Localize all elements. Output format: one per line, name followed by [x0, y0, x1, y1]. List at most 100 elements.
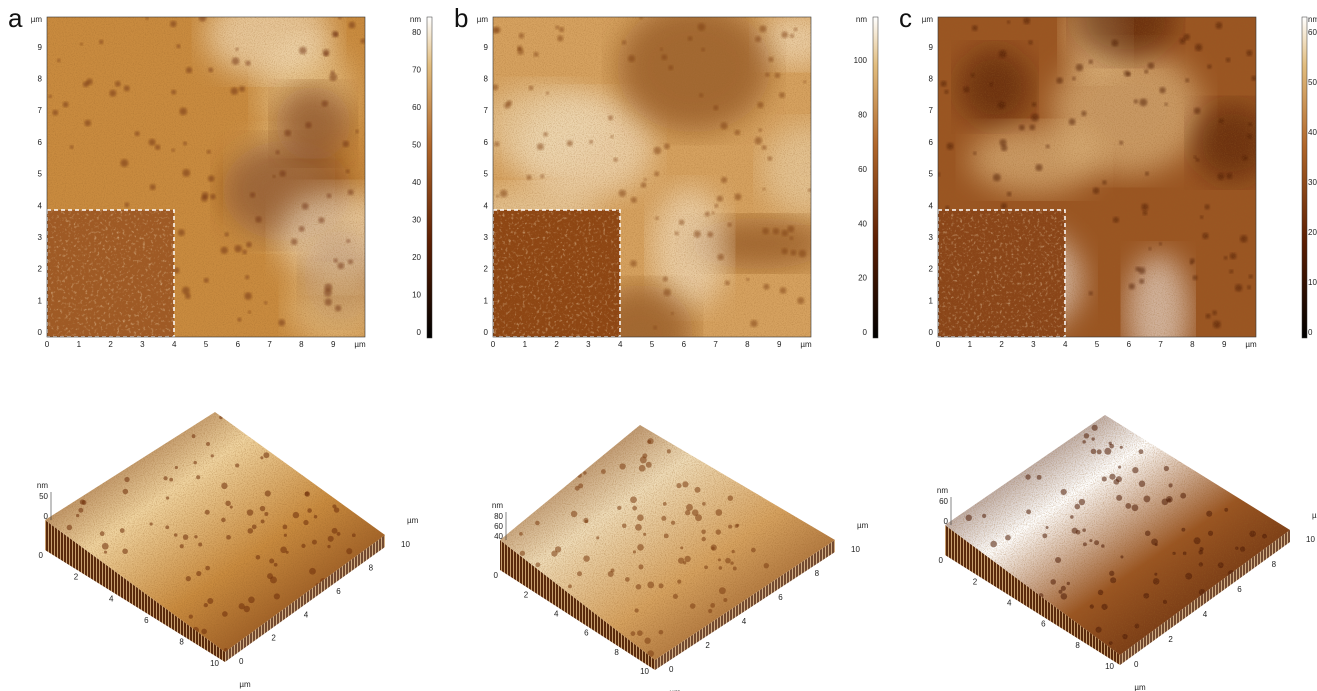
y-tick-label: 2: [929, 265, 934, 274]
surface-y-tick-label: 10: [210, 659, 219, 668]
colorbar-tick-label: 60: [1308, 28, 1317, 37]
surface-y-tick-label: 6: [144, 616, 149, 625]
colorbar-tick-label: 40: [858, 219, 867, 228]
inset-texture: [938, 210, 1065, 337]
y-tick-label: 7: [484, 106, 489, 115]
surface-x-tick-label: 2: [705, 641, 710, 650]
surface-x-tick-label: 4: [304, 610, 309, 619]
colorbar-unit: nm: [410, 15, 421, 24]
surface-texture: [945, 415, 1290, 655]
x-tick-label: 0: [936, 340, 941, 349]
surface-texture: [500, 425, 835, 660]
y-tick-label: 4: [38, 201, 43, 210]
surface-y-tick-label: 2: [524, 590, 529, 599]
surface-y-tick-label: 4: [1007, 599, 1012, 608]
x-tick-label: 8: [1190, 340, 1195, 349]
figure: a0123456789µm0123456789µm010203040506070…: [0, 0, 1317, 691]
surface-z-tick-label: 0: [44, 512, 49, 521]
y-tick-label: 4: [929, 201, 934, 210]
y-tick-label: 3: [484, 233, 489, 242]
panel-label: c: [899, 3, 912, 33]
surface-y-tick-label: 8: [1075, 641, 1080, 650]
x-unit: µm: [1245, 340, 1257, 349]
x-tick-label: 9: [777, 340, 782, 349]
panel-label: a: [8, 3, 23, 33]
x-tick-label: 5: [650, 340, 655, 349]
y-tick-label: 0: [38, 328, 43, 337]
surface-z-tick-label: 50: [39, 492, 48, 501]
colorbar-unit: nm: [1308, 15, 1317, 24]
y-tick-label: 5: [38, 170, 43, 179]
texture: [45, 412, 385, 652]
colorbar-tick-label: 70: [412, 66, 421, 75]
colorbar-tick-label: 80: [412, 28, 421, 37]
colorbar-tick-label: 20: [858, 274, 867, 283]
colorbar-unit: nm: [856, 15, 867, 24]
surface-y-tick-label: 0: [39, 551, 44, 560]
colorbar: [873, 17, 878, 338]
x-tick-label: 3: [140, 340, 145, 349]
surface-y-unit: µm: [239, 680, 251, 689]
x-tick-label: 0: [491, 340, 496, 349]
surface-y-tick-label: 8: [614, 648, 619, 657]
colorbar-tick-label: 40: [412, 178, 421, 187]
y-tick-label: 8: [929, 75, 934, 84]
x-tick-label: 0: [45, 340, 50, 349]
inset-texture: [47, 210, 174, 337]
y-tick-label: 6: [38, 138, 43, 147]
colorbar-tick-label: 0: [863, 328, 868, 337]
x-tick-label: 9: [331, 340, 336, 349]
surface-y-tick-label: 8: [179, 638, 184, 647]
afm-image: [870, 0, 1272, 379]
texture: [945, 415, 1290, 655]
x-tick-label: 3: [1031, 340, 1036, 349]
surface-x-tick-label: 8: [1272, 560, 1277, 569]
surface-x-tick-label: 8: [369, 564, 374, 573]
x-tick-label: 7: [267, 340, 272, 349]
y-tick-label: 1: [484, 296, 489, 305]
surface-x-tick-label: 10: [851, 545, 860, 554]
x-tick-label: 2: [108, 340, 113, 349]
surface-y-unit: µm: [1134, 683, 1146, 691]
afm-image: [462, 2, 850, 379]
y-unit: µm: [922, 15, 934, 24]
x-tick-label: 4: [618, 340, 623, 349]
x-tick-label: 9: [1222, 340, 1227, 349]
y-unit: µm: [477, 15, 489, 24]
colorbar-tick-label: 80: [858, 111, 867, 120]
x-tick-label: 4: [1063, 340, 1068, 349]
colorbar: [427, 17, 432, 338]
surface-y-tick-label: 0: [494, 571, 499, 580]
surface-z-tick-label: 0: [944, 517, 949, 526]
x-tick-label: 6: [1127, 340, 1132, 349]
x-tick-label: 7: [713, 340, 718, 349]
surface-y-tick-label: 0: [939, 556, 944, 565]
surface-y-tick-label: 2: [973, 577, 978, 586]
y-tick-label: 0: [484, 328, 489, 337]
y-tick-label: 1: [38, 296, 43, 305]
surface-x-tick-label: 6: [336, 587, 341, 596]
surface-x-unit: µm: [407, 516, 419, 525]
surface-z-tick-label: 60: [939, 497, 948, 506]
x-unit: µm: [354, 340, 366, 349]
x-tick-label: 2: [999, 340, 1004, 349]
inset-texture: [493, 210, 620, 337]
colorbar-tick-label: 0: [417, 328, 422, 337]
colorbar-tick-label: 50: [1308, 78, 1317, 87]
surface-texture: [45, 412, 385, 652]
surface-z-unit: nm: [937, 486, 948, 495]
panel-label: b: [454, 3, 468, 33]
surface-y-tick-label: 6: [584, 629, 589, 638]
colorbar-tick-label: 20: [1308, 228, 1317, 237]
x-tick-label: 8: [299, 340, 304, 349]
colorbar-tick-label: 30: [1308, 178, 1317, 187]
surface-y-tick-label: 4: [554, 610, 559, 619]
y-tick-label: 7: [929, 106, 934, 115]
colorbar-tick-label: 20: [412, 253, 421, 262]
surface-x-tick-label: 6: [778, 593, 783, 602]
x-tick-label: 1: [77, 340, 82, 349]
y-tick-label: 1: [929, 296, 934, 305]
x-tick-label: 2: [554, 340, 559, 349]
